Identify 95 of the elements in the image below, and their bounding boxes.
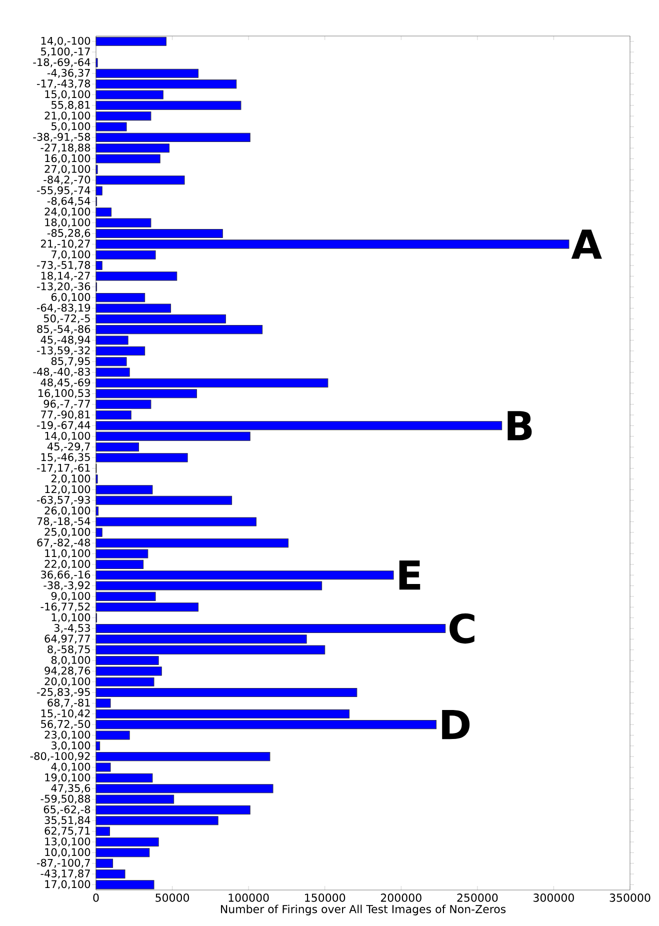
y-tick-label: 11,0,100 [45, 549, 90, 558]
y-tick-label: 85,7,95 [51, 357, 90, 366]
annotation: B [508, 411, 532, 440]
y-tick-label: -73,-51,78 [36, 261, 90, 270]
y-tick-label: 26,0,100 [44, 506, 90, 516]
y-tick-label: 18,0,100 [45, 218, 90, 228]
y-tick-label: 67,-82,-48 [37, 538, 90, 548]
y-tick-label: -85,28,6 [47, 228, 90, 238]
y-tick-label: 21,0,100 [44, 112, 90, 121]
y-tick-label: 68,7,-81 [48, 698, 90, 708]
y-tick-label: 45,-48,94 [40, 336, 90, 345]
y-tick-label: 14,0,-100 [41, 36, 90, 46]
y-tick-label: 22,0,100 [44, 560, 90, 569]
y-tick-label: 6,0,100 [51, 293, 90, 302]
y-tick-label: 8,0,100 [51, 656, 90, 666]
y-tick-label: 19,0,100 [45, 773, 90, 782]
y-tick-label: 3,-4,53 [54, 624, 90, 633]
y-tick-label: -18,-69,-64 [33, 58, 90, 68]
x-axis-title: Number of Firings over All Test Images of Non-Zeros [221, 904, 506, 916]
y-tick-label: 15,-46,35 [41, 453, 90, 462]
y-tick-label: -80,-100,92 [30, 752, 90, 762]
y-tick-label: 77,-90,81 [41, 410, 90, 420]
y-tick-label: 9,0,100 [51, 592, 90, 601]
y-tick-label: 48,45,-69 [40, 378, 90, 388]
y-tick-label: 2,0,100 [51, 474, 90, 484]
x-tick-label: 250000 [457, 894, 498, 902]
y-tick-label: 24,0,100 [44, 208, 90, 217]
y-tick-label: 14,0,100 [45, 432, 90, 441]
x-tick-label: 150000 [305, 894, 346, 902]
y-tick-label: -84,2,-70 [44, 176, 90, 185]
y-tick-label: 50,-72,-5 [44, 314, 90, 324]
y-tick-label: -16,77,52 [40, 602, 90, 612]
y-tick-label: 20,0,100 [44, 677, 90, 686]
bar [96, 36, 166, 46]
y-tick-label: -25,83,-95 [36, 688, 90, 698]
x-tick-label: 0 [93, 894, 99, 902]
y-tick-label: 5,0,100 [52, 122, 90, 132]
y-tick-label: 3,0,100 [52, 741, 90, 750]
annotation: D [442, 710, 470, 740]
y-tick-label: 13,0,100 [45, 837, 90, 846]
y-tick-label: 5,100,-17 [41, 48, 90, 57]
y-tick-label: 47,35,6 [51, 784, 90, 794]
y-tick-label: 62,75,71 [44, 826, 90, 836]
y-tick-label: -63,57,-93 [36, 496, 90, 505]
y-tick-label: 64,97,77 [44, 634, 90, 644]
y-tick-label: -48,-40,-83 [33, 368, 90, 377]
x-tick-label: 50000 [156, 894, 190, 902]
y-tick-label: 45,-29,7 [47, 442, 90, 452]
y-tick-label: -19,-67,44 [36, 421, 90, 430]
y-tick-label: -27,18,88 [40, 144, 90, 153]
y-tick-label: 7,0,100 [52, 250, 90, 260]
y-tick-label: 94,28,76 [44, 666, 90, 676]
y-tick-label: -38,-3,92 [44, 581, 90, 590]
y-tick-label: -64,-83,19 [36, 304, 90, 313]
y-tick-label: 78,-18,-54 [37, 517, 90, 526]
y-tick-label: -87,-100,7 [36, 858, 90, 868]
y-tick-label: 8,-58,75 [48, 645, 90, 654]
annotation: E [399, 560, 420, 590]
x-tick-label: 200000 [380, 894, 422, 902]
y-tick-label: 27,0,100 [44, 164, 90, 174]
y-tick-label: -17,-43,78 [36, 80, 90, 89]
y-tick-label: 36,66,-16 [41, 570, 90, 580]
y-tick-label: -8,64,54 [47, 196, 90, 206]
annotation: C [450, 613, 474, 644]
y-tick-label: 96,-7,-77 [44, 400, 90, 409]
x-tick-label: 100000 [228, 894, 269, 902]
y-tick-label: 25,0,100 [44, 528, 90, 537]
y-tick-label: 16,0,100 [45, 154, 90, 164]
y-tick-label: 10,0,100 [45, 848, 90, 858]
y-tick-label: -4,36,37 [47, 68, 90, 78]
y-tick-label: 16,100,53 [38, 389, 90, 398]
y-tick-label: 55,8,81 [52, 100, 90, 110]
y-tick-label: 35,51,84 [44, 816, 90, 826]
y-tick-label: -17,17,-61 [36, 464, 90, 473]
x-tick-label: 300000 [534, 894, 574, 902]
y-tick-label: 18,14,-27 [41, 272, 90, 281]
x-tick-label: 350000 [610, 894, 650, 902]
y-tick-label: 23,0,100 [44, 730, 90, 740]
y-tick-label: 15,0,100 [45, 90, 90, 100]
y-tick-label: 15,-10,42 [41, 709, 90, 718]
y-tick-label: 65,-62,-8 [44, 805, 90, 814]
y-tick-label: 1,0,100 [52, 613, 90, 622]
y-tick-label: 85,-54,-86 [37, 325, 90, 334]
y-tick-label: -55,95,-74 [36, 186, 90, 196]
y-tick-label: -43,17,87 [40, 869, 90, 879]
y-tick-label: 4,0,100 [51, 762, 90, 772]
y-tick-label: 12,0,100 [45, 485, 90, 494]
annotation: A [571, 230, 602, 259]
y-tick-label: -13,59,-32 [36, 346, 90, 356]
y-tick-label: 17,0,100 [45, 880, 90, 890]
y-tick-label: -59,50,88 [40, 794, 90, 804]
y-tick-label: -38,-91,-58 [33, 132, 90, 142]
y-tick-label: 21,-10,27 [41, 240, 90, 249]
y-tick-label: 56,72,-50 [41, 720, 90, 730]
y-tick-label: -13,20,-36 [36, 282, 90, 292]
